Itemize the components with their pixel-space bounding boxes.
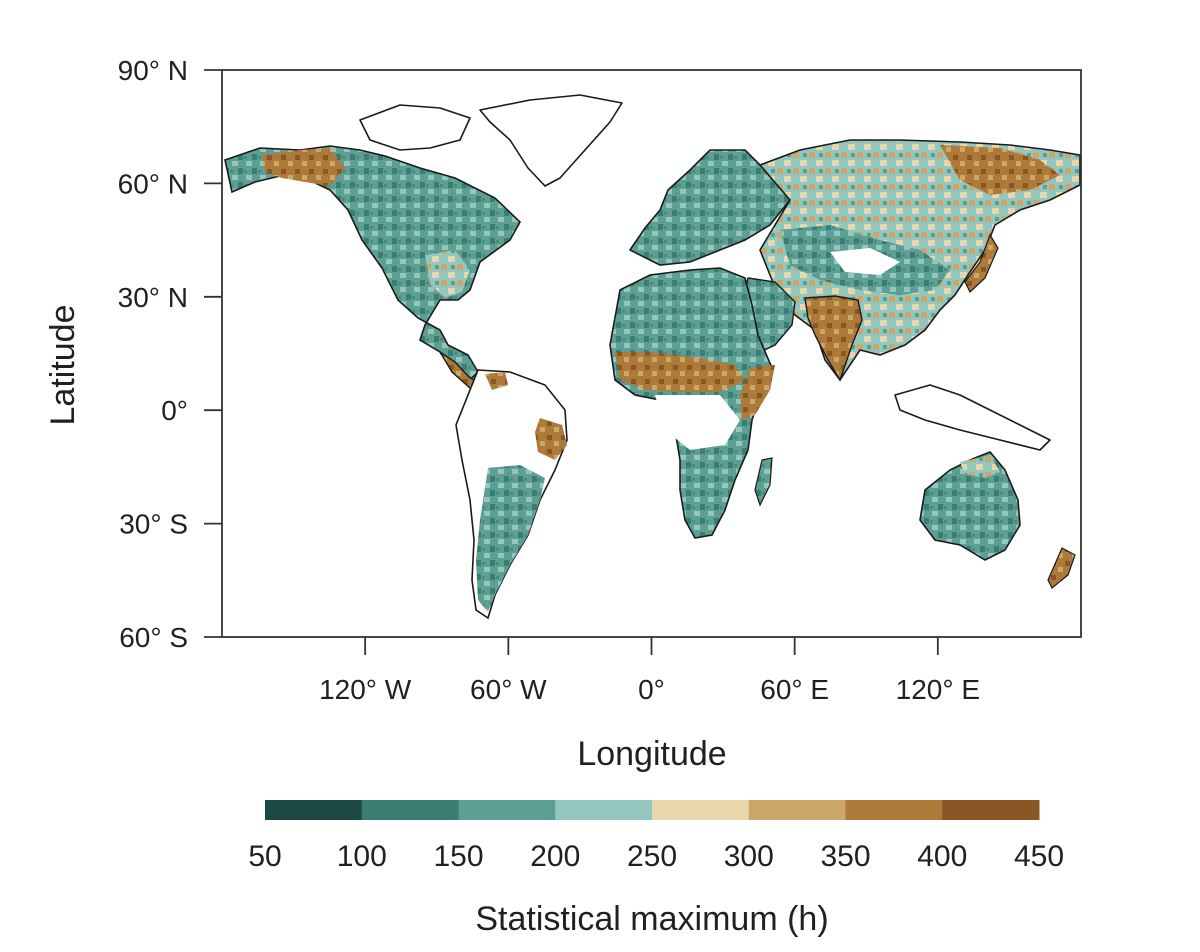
colorbar-tick-label: 300	[724, 840, 774, 873]
japan-region	[964, 233, 999, 293]
colorbar-segment	[458, 800, 556, 820]
x-axis-ticks: 120° W 60° W 0° 60° E 120° E	[319, 637, 980, 705]
colorbar-tick-label: 350	[820, 840, 870, 873]
y-tick-label: 90° N	[118, 55, 188, 86]
y-tick-label: 30° S	[119, 509, 188, 540]
y-axis-title: Latitude	[44, 305, 82, 426]
y-axis-ticks: 90° N 60° N 30° N 0° 30° S 60° S	[118, 55, 222, 653]
colorbar-tick-label: 450	[1014, 840, 1064, 873]
x-axis-title: Longitude	[577, 735, 726, 773]
australia-north-region	[960, 455, 1000, 478]
colorbar-segment	[748, 800, 846, 820]
colorbar-segment	[361, 800, 459, 820]
arctic-islands-outline	[359, 104, 471, 151]
south-america-north-region	[485, 372, 508, 390]
horn-of-africa-region	[740, 365, 775, 420]
colorbar-tick-label: 100	[337, 840, 387, 873]
colorbar-tick-label: 400	[917, 840, 967, 873]
colorbar	[265, 800, 1040, 820]
brazil-east-region	[535, 418, 567, 460]
alaska-region	[262, 148, 345, 186]
y-tick-label: 0°	[161, 395, 188, 426]
x-tick-label: 60° W	[470, 674, 547, 705]
southeast-asia-islands-outline	[894, 384, 1051, 451]
y-tick-label: 60° N	[118, 168, 188, 199]
x-tick-label: 120° E	[896, 674, 980, 705]
colorbar-labels: 50 100 150 200 250 300 350 400 450	[248, 840, 1064, 873]
colorbar-segment	[942, 800, 1040, 820]
congo-region	[655, 395, 740, 450]
plains-region	[425, 250, 470, 298]
siberia-region	[940, 145, 1060, 195]
madagascar-region	[754, 457, 773, 507]
colorbar-tick-label: 200	[530, 840, 580, 873]
greenland-outline	[479, 94, 623, 187]
colorbar-segment	[845, 800, 943, 820]
colorbar-title: Statistical maximum (h)	[475, 900, 828, 938]
x-tick-label: 120° W	[319, 674, 412, 705]
x-tick-label: 0°	[638, 674, 665, 705]
y-tick-label: 60° S	[119, 622, 188, 653]
new-zealand-region	[1047, 547, 1076, 589]
colorbar-segment	[652, 800, 750, 820]
sahel-region	[615, 352, 745, 392]
india-region	[804, 295, 863, 382]
colorbar-tick-label: 50	[248, 840, 281, 873]
tibet-region	[830, 248, 900, 275]
south-america-south-region	[476, 465, 545, 612]
colorbar-segment	[555, 800, 653, 820]
colorbar-tick-label: 250	[627, 840, 677, 873]
x-tick-label: 60° E	[760, 674, 829, 705]
colorbar-tick-label: 150	[433, 840, 483, 873]
land-data-layer	[224, 94, 1081, 620]
colorbar-segment	[265, 800, 363, 820]
y-tick-label: 30° N	[118, 282, 188, 313]
